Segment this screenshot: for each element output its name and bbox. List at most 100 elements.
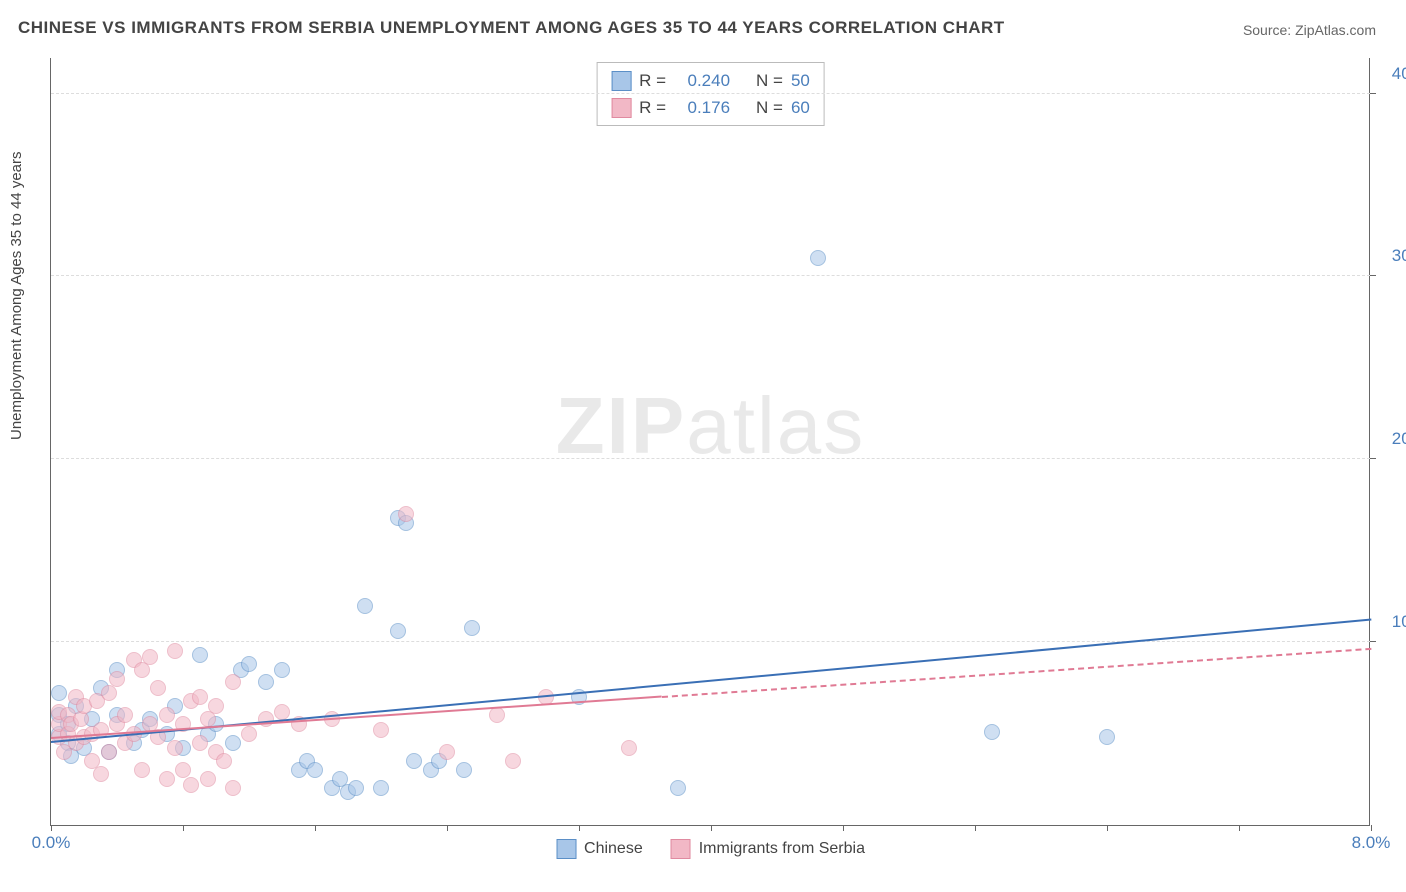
data-point: [274, 662, 290, 678]
data-point: [192, 689, 208, 705]
data-point: [51, 685, 67, 701]
legend-n-value: 50: [791, 67, 810, 94]
data-point: [192, 735, 208, 751]
data-point: [241, 656, 257, 672]
data-point: [208, 698, 224, 714]
data-point: [167, 740, 183, 756]
x-tick-mark: [51, 825, 52, 831]
plot-area: ZIPatlas R =0.240N =50R =0.176N =60 Chin…: [50, 58, 1370, 826]
gridline-horizontal: [51, 458, 1370, 459]
x-tick-mark: [1107, 825, 1108, 831]
data-point: [1099, 729, 1115, 745]
trend-line: [661, 647, 1371, 697]
data-point: [274, 704, 290, 720]
x-tick-mark: [1371, 825, 1372, 831]
y-tick-mark: [1370, 275, 1376, 276]
legend-swatch: [611, 98, 631, 118]
legend-row: R = 0.240 N = 50: [611, 67, 810, 94]
y-tick-mark: [1370, 641, 1376, 642]
y-tick-mark: [1370, 93, 1376, 94]
data-point: [109, 671, 125, 687]
data-point: [200, 771, 216, 787]
legend-swatch: [671, 839, 691, 859]
y-tick-label: 20.0%: [1380, 429, 1406, 449]
legend-series-name: Immigrants from Serbia: [699, 840, 865, 858]
data-point: [390, 623, 406, 639]
x-tick-label: 8.0%: [1352, 833, 1391, 853]
data-point: [373, 780, 389, 796]
x-tick-mark: [315, 825, 316, 831]
data-point: [142, 649, 158, 665]
data-point: [159, 707, 175, 723]
x-tick-mark: [579, 825, 580, 831]
data-point: [810, 250, 826, 266]
data-point: [101, 685, 117, 701]
y-axis-right: [1369, 58, 1370, 825]
x-tick-mark: [711, 825, 712, 831]
data-point: [225, 780, 241, 796]
gridline-horizontal: [51, 275, 1370, 276]
legend-r-value: 0.176: [674, 94, 730, 121]
data-point: [159, 771, 175, 787]
y-tick-label: 40.0%: [1380, 64, 1406, 84]
watermark-light: atlas: [686, 381, 865, 470]
y-tick-label: 10.0%: [1380, 612, 1406, 632]
legend-item: Chinese: [556, 839, 643, 859]
data-point: [670, 780, 686, 796]
gridline-horizontal: [51, 641, 1370, 642]
legend-item: Immigrants from Serbia: [671, 839, 865, 859]
data-point: [216, 753, 232, 769]
source-label: Source:: [1243, 22, 1295, 38]
data-point: [117, 707, 133, 723]
data-point: [373, 722, 389, 738]
x-tick-mark: [1239, 825, 1240, 831]
legend-r-label: R =: [639, 94, 666, 121]
y-axis-label: Unemployment Among Ages 35 to 44 years: [8, 151, 25, 440]
data-point: [439, 744, 455, 760]
watermark-bold: ZIP: [556, 381, 686, 470]
correlation-legend: R = 0.240 N = 50 R = 0.176 N = 60: [596, 62, 825, 126]
data-point: [150, 680, 166, 696]
data-point: [183, 777, 199, 793]
data-point: [505, 753, 521, 769]
source-attribution: Source: ZipAtlas.com: [1243, 22, 1376, 38]
x-tick-label: 0.0%: [32, 833, 71, 853]
gridline-horizontal: [51, 93, 1370, 94]
source-name: ZipAtlas.com: [1295, 22, 1376, 38]
y-tick-label: 30.0%: [1380, 246, 1406, 266]
legend-n-label: N =: [756, 67, 783, 94]
data-point: [192, 647, 208, 663]
legend-n-label: N =: [756, 94, 783, 121]
data-point: [175, 762, 191, 778]
data-point: [464, 620, 480, 636]
legend-swatch: [611, 71, 631, 91]
data-point: [241, 726, 257, 742]
y-tick-mark: [1370, 458, 1376, 459]
data-point: [307, 762, 323, 778]
data-point: [398, 506, 414, 522]
data-point: [258, 674, 274, 690]
data-point: [348, 780, 364, 796]
chart-title: CHINESE VS IMMIGRANTS FROM SERBIA UNEMPL…: [18, 18, 1005, 38]
data-point: [134, 762, 150, 778]
data-point: [93, 766, 109, 782]
legend-r-label: R =: [639, 67, 666, 94]
legend-r-value: 0.240: [674, 67, 730, 94]
x-tick-mark: [843, 825, 844, 831]
data-point: [621, 740, 637, 756]
data-point: [489, 707, 505, 723]
data-point: [357, 598, 373, 614]
data-point: [456, 762, 472, 778]
legend-row: R = 0.176 N = 60: [611, 94, 810, 121]
data-point: [406, 753, 422, 769]
data-point: [167, 643, 183, 659]
legend-series-name: Chinese: [584, 840, 643, 858]
x-tick-mark: [447, 825, 448, 831]
data-point: [225, 735, 241, 751]
legend-n-value: 60: [791, 94, 810, 121]
legend-swatch: [556, 839, 576, 859]
data-point: [225, 674, 241, 690]
series-legend: Chinese Immigrants from Serbia: [556, 839, 865, 859]
x-tick-mark: [975, 825, 976, 831]
x-tick-mark: [183, 825, 184, 831]
